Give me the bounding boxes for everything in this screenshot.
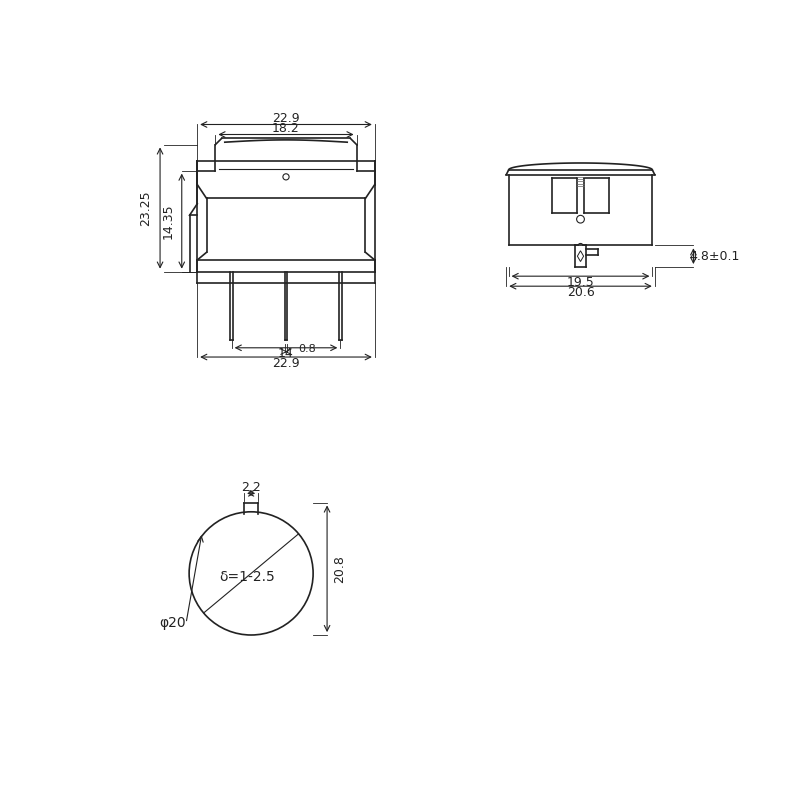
Text: 20.6: 20.6 bbox=[566, 286, 594, 299]
Text: 19.5: 19.5 bbox=[566, 276, 594, 289]
Text: 14.35: 14.35 bbox=[162, 203, 175, 239]
Text: 22.9: 22.9 bbox=[272, 112, 300, 125]
Text: 22.9: 22.9 bbox=[272, 357, 300, 370]
Text: 18.2: 18.2 bbox=[272, 122, 300, 135]
Text: 0.8: 0.8 bbox=[298, 344, 316, 354]
Text: δ=1-2.5: δ=1-2.5 bbox=[219, 570, 275, 584]
Text: 2.2: 2.2 bbox=[242, 481, 261, 494]
Text: 14: 14 bbox=[278, 347, 294, 361]
Text: 4.8±0.1: 4.8±0.1 bbox=[689, 250, 739, 262]
Text: 23.25: 23.25 bbox=[139, 190, 152, 226]
Text: 20.8: 20.8 bbox=[333, 555, 346, 582]
Text: φ20: φ20 bbox=[158, 617, 186, 630]
